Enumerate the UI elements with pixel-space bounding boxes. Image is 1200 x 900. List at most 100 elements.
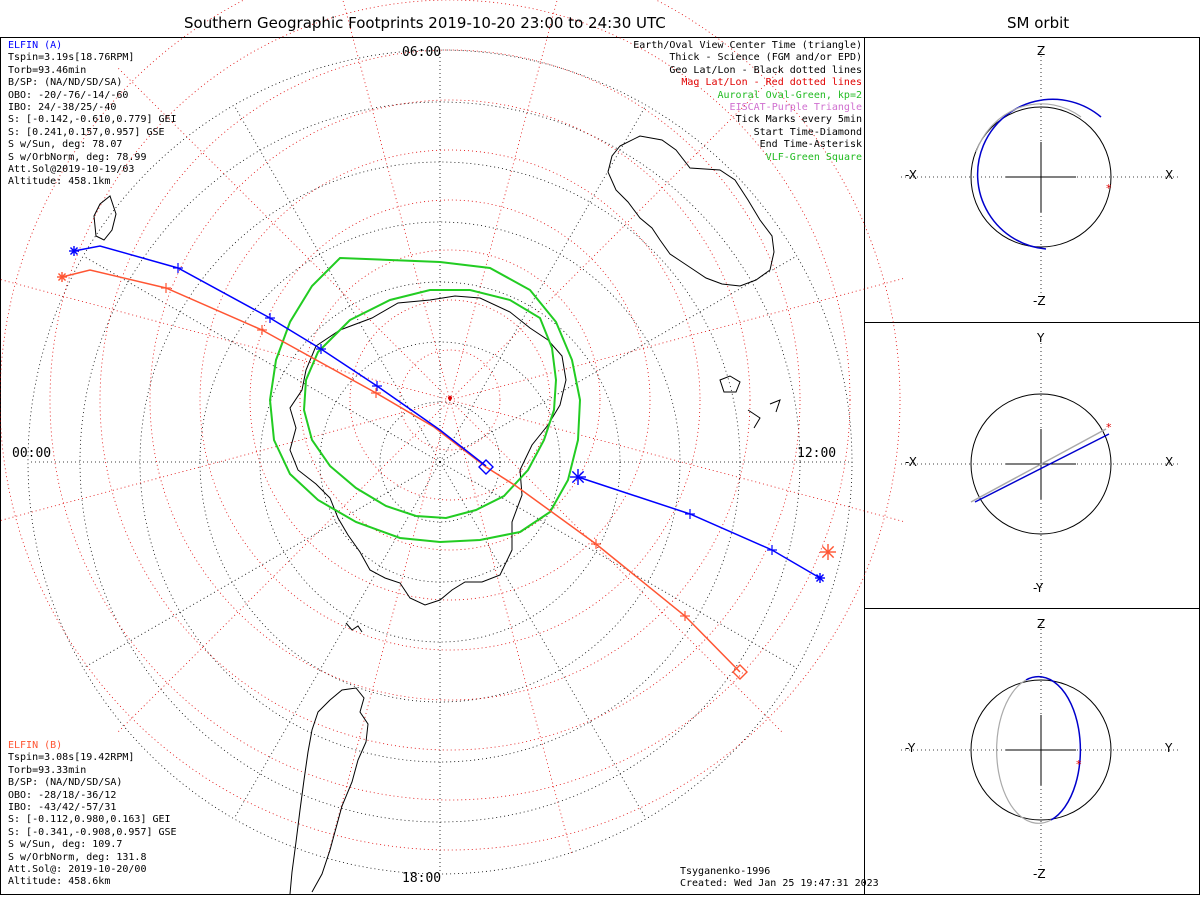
legend-entry: Start Time-Diamond [753,126,862,138]
sm-axis-label: Y [1037,331,1045,345]
mag-lon-line [327,399,451,855]
elfin-a-info-line: Altitude: 458.1km [8,176,111,188]
elfin-b-info-line: S: [-0.112,0.980,0.163] GEI [8,814,171,826]
sm-end-marker: * [1106,421,1112,434]
mag-lat-circle [0,0,901,851]
geo-lat-circle [27,49,853,875]
legend-entry: VLF-Green Square [765,151,862,163]
start-diamond [478,459,494,475]
sm-orbit-b-xy [970,428,1107,503]
legend-entry: Geo Lat/Lon - Black dotted lines [669,64,862,76]
mag-lon-line [117,399,451,733]
elfin-b-info-line: Torb=93.33min [8,764,87,776]
australia-coast [607,135,775,287]
sm-earth-circle [970,106,1112,248]
model-credit: Tsyganenko-1996 [680,866,771,877]
tasmania-coast [719,375,741,393]
elfin-a-info: ELFIN (A) Tspin=3.19s[18.76RPM] Torb=93.4… [8,40,177,189]
mag-pole-marker [448,396,452,400]
africa-coast [93,195,117,241]
elfin-a-info-line: Att.Sol@2019-10-19/03 [8,164,135,176]
hour-label-right: 12:00 [797,446,837,461]
geo-lon-line [82,461,441,669]
mag-lon-line [342,0,451,401]
elfin-b-info-line: Tspin=3.08s[19.42RPM] [8,752,135,764]
start-diamond [732,664,748,680]
elfin-b-info-line: B/SP: (NA/ND/SD/SA) [8,777,123,789]
sm-orbit-b-xz [975,103,1082,153]
elfin-b-info-line: S: [-0.341,-0.908,0.957] GSE [8,826,177,838]
sm-axis-label: Z [1037,44,1046,58]
sm-axis-label: X [1165,455,1174,469]
sm-axis-label: Z [1037,617,1046,631]
sm-axis-label: X [1165,168,1174,182]
sm-end-marker: * [1106,182,1112,195]
sm-axis-label: -Z [1033,867,1046,881]
elfin-a-track [73,245,487,467]
geo-lon-line [439,461,647,820]
main-title: Southern Geographic Footprints 2019-10-2… [184,14,666,32]
mag-lat-circle [99,49,801,751]
elfin-b-info-line: Att.Sol@: 2019-10-20/00 [8,864,147,876]
mag-lat-circle [349,299,551,501]
legend-entry: Earth/Oval View Center Time (triangle) [633,40,862,51]
geo-lon-line [233,461,441,820]
elfin-a-info-line: OBO: -20/-76/-14/-60 [8,89,129,101]
mag-lon-line [449,0,558,401]
antarctica-coast [289,295,567,606]
mag-lat-circle [399,349,501,451]
hour-label-bottom: 18:00 [402,871,442,886]
auroral-oval-inner [302,289,558,520]
satellite-tracks [57,245,836,680]
elfin-a-info-line: S w/Sun, deg: 78.07 [8,139,123,151]
end-asterisk [57,272,67,282]
sm-orbit-a-xz [976,98,1102,250]
legend: Earth/Oval View Center Time (triangle) Th… [633,40,862,164]
elfin-b-name: ELFIN (B) [8,740,63,751]
sm-orbit-panels: * * * [901,52,1181,875]
elfin-a-info-line: S: [-0.142,-0.610,0.779] GEI [8,114,177,126]
hour-label-left: 00:00 [12,446,52,461]
sm-axis-label: -Z [1033,294,1046,308]
elfin-a-track-2 [577,476,821,579]
sm-axis-label: -Y [1033,581,1044,595]
sm-orbit-a-xy [974,433,1110,503]
sm-end-marker: * [1076,758,1082,771]
polar-grid [0,0,905,875]
end-asterisk [69,246,79,256]
sm-earth-circle [970,393,1112,535]
sm-axis-label: -X [905,455,917,469]
mag-lon-line [449,399,573,855]
peninsula-coast [345,622,363,633]
elfin-b-track [61,269,741,673]
end-asterisk [815,573,825,583]
legend-entry: EISCAT-Purple Triangle [729,102,862,114]
elfin-b-info-line: S w/Sun, deg: 109.7 [8,839,123,851]
mag-lat-circle [249,199,651,601]
auroral-oval-outer [268,256,582,544]
elfin-a-info-line: S: [0.241,0.157,0.957] GSE [8,126,165,138]
sm-axis-label: -X [905,168,917,182]
geo-lon-line [82,255,441,463]
elfin-a-info-line: Tspin=3.19s[18.76RPM] [8,52,135,64]
elfin-b-info-line: OBO: -28/18/-36/12 [8,789,117,801]
elfin-a-info-line: B/SP: (NA/ND/SD/SA) [8,77,123,89]
elfin-a-info-line: Torb=93.46min [8,64,87,76]
auroral-oval [268,256,582,544]
geo-lon-line [439,104,647,463]
end-asterisk [821,545,835,559]
elfin-a-info-line: IBO: 24/-38/25/-40 [8,102,117,114]
sm-axis-label: -Y [905,741,916,755]
mag-lon-line [449,277,905,401]
hour-label-top: 06:00 [402,45,442,60]
mag-lat-circle [49,0,851,801]
elfin-a-name: ELFIN (A) [8,40,63,51]
coastlines [93,135,781,895]
mag-lat-circle [149,99,751,701]
geo-lon-line [439,255,798,463]
elfin-a-info-line: S w/OrbNorm, deg: 78.99 [8,151,147,163]
new-zealand-coast [747,399,781,429]
mag-lat-circle [299,249,601,551]
elfin-b-info-line: Altitude: 458.6km [8,876,111,888]
